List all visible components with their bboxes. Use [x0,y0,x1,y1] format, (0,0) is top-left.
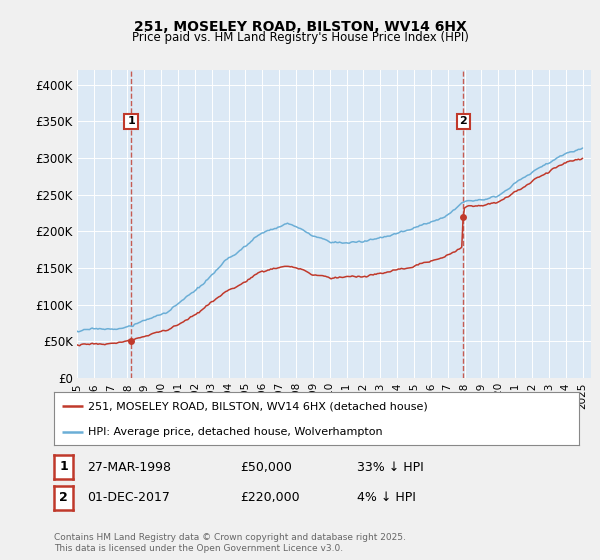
Text: £50,000: £50,000 [240,460,292,474]
Text: £220,000: £220,000 [240,491,299,505]
Text: Contains HM Land Registry data © Crown copyright and database right 2025.
This d: Contains HM Land Registry data © Crown c… [54,533,406,553]
Text: 27-MAR-1998: 27-MAR-1998 [87,460,171,474]
Text: Price paid vs. HM Land Registry's House Price Index (HPI): Price paid vs. HM Land Registry's House … [131,31,469,44]
Text: 1: 1 [59,460,68,473]
Text: 2: 2 [460,116,467,127]
Text: HPI: Average price, detached house, Wolverhampton: HPI: Average price, detached house, Wolv… [88,427,383,437]
Text: 4% ↓ HPI: 4% ↓ HPI [357,491,416,505]
Text: 33% ↓ HPI: 33% ↓ HPI [357,460,424,474]
Text: 2: 2 [59,491,68,504]
Text: 01-DEC-2017: 01-DEC-2017 [87,491,170,505]
Text: 1: 1 [127,116,135,127]
Text: 251, MOSELEY ROAD, BILSTON, WV14 6HX: 251, MOSELEY ROAD, BILSTON, WV14 6HX [134,20,466,34]
Text: 251, MOSELEY ROAD, BILSTON, WV14 6HX (detached house): 251, MOSELEY ROAD, BILSTON, WV14 6HX (de… [88,402,428,412]
